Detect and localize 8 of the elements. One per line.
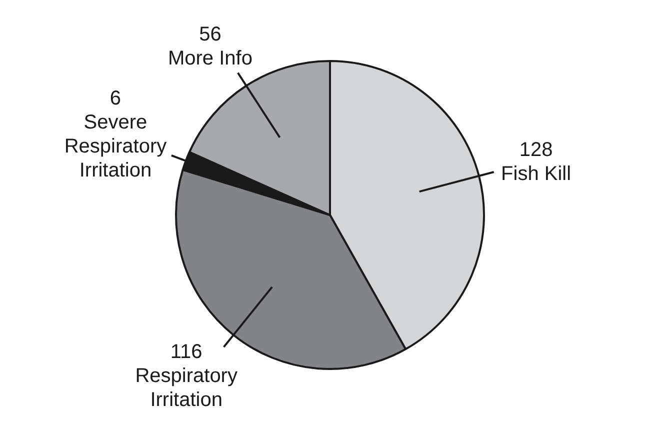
slice-label: Fish Kill (501, 163, 572, 186)
data-label: 116 (170, 341, 202, 364)
slice-label: More Info (168, 47, 252, 70)
slice-label: Severe Respiratory Irritation (64, 111, 167, 182)
data-label: 128 (519, 139, 553, 162)
data-label: 56 (199, 23, 222, 46)
data-label: 6 (110, 87, 122, 110)
slice-label: Respiratory Irritation (135, 365, 238, 412)
